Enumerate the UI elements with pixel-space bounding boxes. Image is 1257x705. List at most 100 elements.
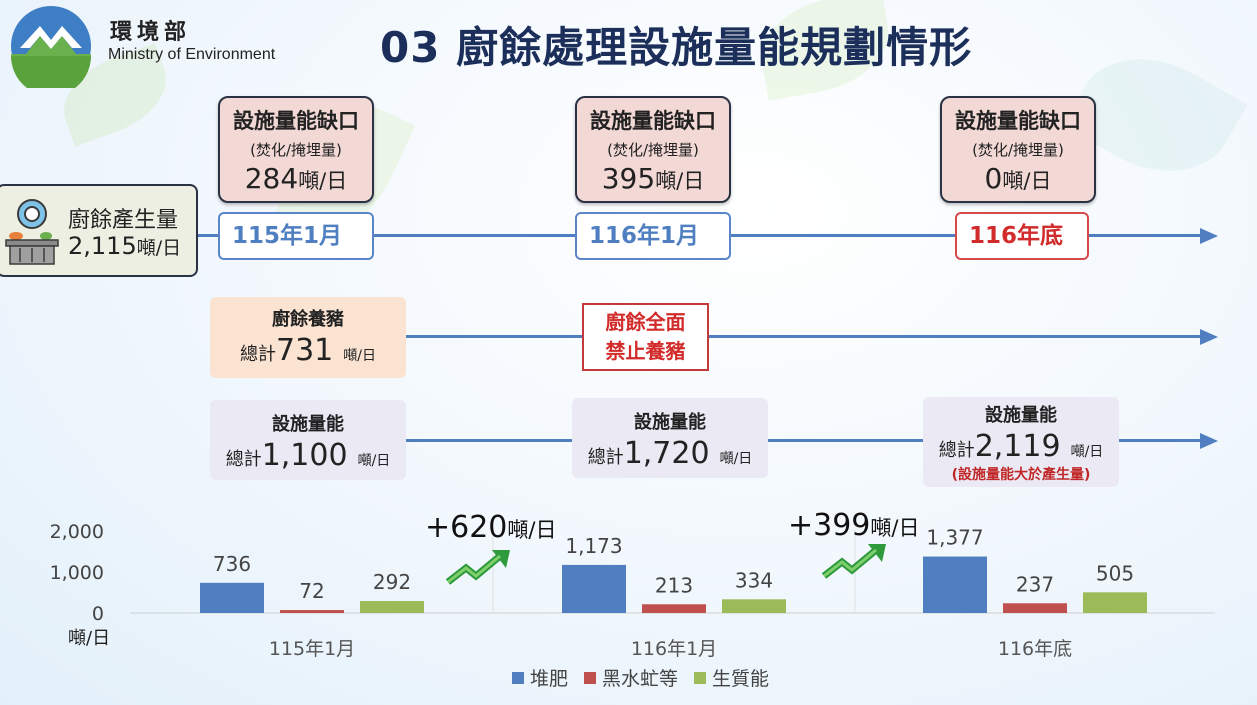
capacity-prefix: 總計	[587, 447, 624, 468]
capacity-note: (設施量能大於產生量)	[951, 467, 1091, 483]
data-label: 1,173	[565, 534, 622, 558]
legend-item: 黑水虻等	[584, 664, 678, 691]
capacity-value: 1,100	[261, 438, 348, 473]
gap-subtitle: (焚化/掩埋量)	[250, 141, 342, 159]
capacity-unit: 噸/日	[719, 451, 753, 467]
capacity-gain-label: +399噸/日	[788, 508, 919, 543]
y-axis-label: 噸/日	[68, 628, 110, 649]
data-label: 292	[373, 570, 411, 594]
ministry-logo-icon	[11, 6, 91, 88]
capacity-box: 設施量能 總計2,119 噸/日 (設施量能大於產生量)	[923, 397, 1119, 487]
pig-feeding-box: 廚餘養豬 總計731 噸/日	[210, 297, 406, 378]
timeline-line-pig	[406, 335, 1204, 338]
bar	[562, 564, 626, 613]
ban-line-2: 禁止養豬	[605, 339, 686, 363]
data-label: 1,377	[926, 526, 983, 550]
bar	[1083, 592, 1147, 613]
legend-label: 生質能	[712, 668, 770, 690]
gap-unit: 噸/日	[655, 169, 705, 193]
legend-label: 黑水虻等	[602, 668, 679, 690]
x-tick-label: 116年1月	[631, 638, 717, 660]
bar	[722, 599, 786, 613]
y-tick-label: 2,000	[50, 521, 104, 543]
page-title: 03 廚餘處理設施量能規劃情形	[380, 23, 973, 72]
gap-title: 設施量能缺口	[233, 109, 359, 133]
x-tick-label: 115年1月	[269, 638, 355, 660]
capacity-gap-box: 設施量能缺口 (焚化/掩埋量) 0噸/日	[940, 96, 1096, 203]
gap-subtitle: (焚化/掩埋量)	[972, 141, 1064, 159]
capacity-unit: 噸/日	[357, 453, 391, 469]
capacity-title: 設施量能	[272, 414, 344, 435]
pig-feeding-title: 廚餘養豬	[272, 309, 344, 330]
gain-unit: 噸/日	[870, 516, 920, 540]
timeline-date: 115年1月	[218, 212, 374, 260]
gain-value: +620	[425, 510, 508, 545]
data-label: 72	[299, 579, 324, 603]
capacity-prefix: 總計	[225, 449, 262, 470]
pig-feeding-prefix: 總計	[240, 344, 276, 365]
legend-swatch	[694, 671, 707, 684]
gap-value: 284	[244, 162, 299, 195]
generation-value: 2,115	[68, 232, 137, 260]
y-tick-label: 1,000	[50, 562, 104, 584]
legend-swatch	[512, 671, 524, 684]
capacity-bar-chart: 0 1,000 2,000 噸/日 736 1,173 1,377 72 213 237 292 33…	[50, 521, 1215, 660]
gap-unit: 噸/日	[298, 169, 348, 193]
org-name-en: Ministry of Environment	[108, 46, 276, 63]
chart-legend: 堆肥 黑水虻等 生質能	[512, 664, 769, 691]
capacity-title: 設施量能	[634, 412, 706, 433]
timeline-line-capacity	[406, 439, 1204, 442]
gap-title: 設施量能缺口	[955, 109, 1081, 133]
gain-unit: 噸/日	[507, 518, 557, 542]
gap-subtitle: (焚化/掩埋量)	[607, 141, 699, 159]
ban-line-1: 廚餘全面	[605, 310, 686, 334]
legend-item: 生質能	[694, 664, 769, 691]
timeline-date: 116年底	[955, 212, 1089, 260]
capacity-value: 1,720	[623, 436, 710, 471]
arrow-right-icon	[1200, 228, 1218, 244]
x-tick-label: 116年底	[998, 638, 1072, 660]
gain-value: +399	[788, 508, 871, 543]
capacity-value: 2,119	[974, 429, 1061, 464]
food-waste-bin-icon	[5, 199, 59, 265]
gap-value: 395	[601, 162, 656, 195]
generation-title: 廚餘產生量	[68, 208, 179, 233]
capacity-unit: 噸/日	[1070, 444, 1104, 460]
arrow-right-icon	[1200, 433, 1218, 449]
bar	[642, 604, 706, 613]
growth-arrow-icon	[445, 550, 510, 585]
data-label: 505	[1096, 561, 1134, 585]
capacity-gap-box: 設施量能缺口 (焚化/掩埋量) 284噸/日	[218, 96, 374, 203]
food-waste-generation-box: 廚餘產生量 2,115噸/日	[0, 184, 198, 277]
pig-feeding-value: 731	[276, 333, 334, 368]
capacity-title: 設施量能	[985, 405, 1057, 426]
growth-arrow-icon	[821, 544, 886, 579]
bar	[280, 610, 344, 613]
data-label: 237	[1016, 572, 1054, 596]
arrow-right-icon	[1200, 329, 1218, 345]
legend-item: 堆肥	[512, 664, 568, 691]
gap-value: 0	[984, 162, 1003, 195]
legend-swatch	[584, 671, 597, 684]
gap-unit: 噸/日	[1002, 169, 1052, 193]
capacity-box: 設施量能 總計1,100 噸/日	[210, 400, 406, 480]
data-label: 334	[735, 568, 773, 592]
pig-feeding-ban-notice: 廚餘全面 禁止養豬	[582, 303, 709, 371]
capacity-prefix: 總計	[938, 440, 975, 461]
gap-title: 設施量能缺口	[590, 109, 716, 133]
generation-unit: 噸/日	[136, 237, 182, 259]
y-tick-label: 0	[92, 603, 104, 625]
timeline-date: 116年1月	[575, 212, 731, 260]
capacity-gain-label: +620噸/日	[425, 510, 556, 545]
org-name: 環境部	[110, 19, 192, 45]
pig-feeding-unit: 噸/日	[343, 348, 376, 364]
bar	[200, 582, 264, 613]
capacity-gap-box: 設施量能缺口 (焚化/掩埋量) 395噸/日	[575, 96, 731, 203]
bar	[923, 556, 987, 613]
bar	[360, 601, 424, 613]
data-label: 213	[655, 573, 693, 597]
capacity-box: 設施量能 總計1,720 噸/日	[572, 398, 768, 478]
data-label: 736	[213, 552, 251, 576]
bar	[1003, 603, 1067, 613]
legend-label: 堆肥	[530, 668, 569, 690]
